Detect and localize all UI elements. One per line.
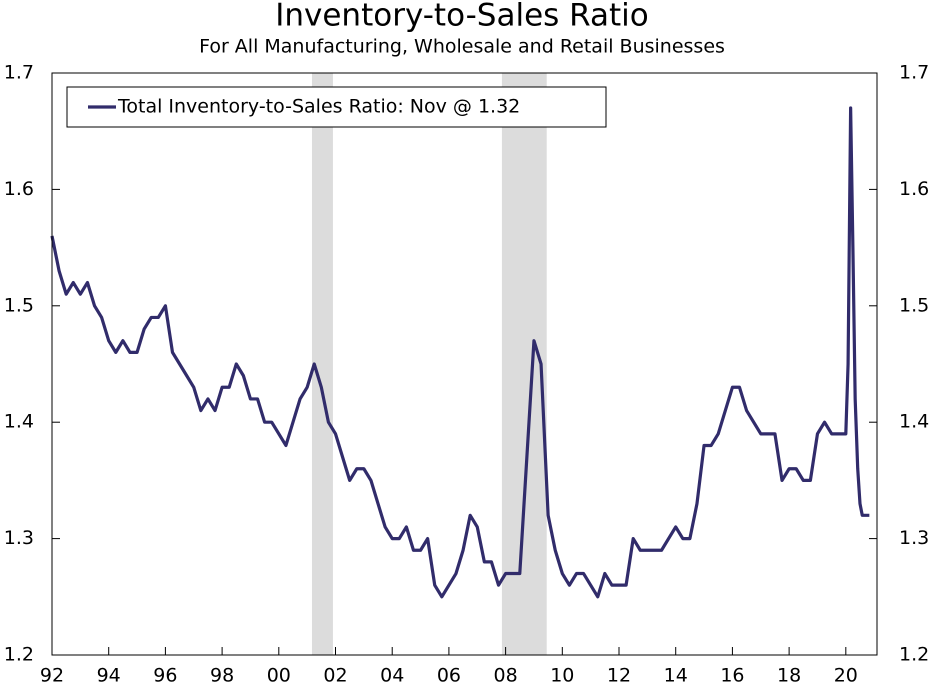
axes-layer: 1.2 1.3 1.4 1.5 1.6 1.7 1.2 1.3 1.4 1.5 1.6 1.7 92 94… (4, 62, 929, 687)
x-tick-label: 18 (777, 665, 801, 687)
y-tick-label: 1.5 (4, 294, 34, 316)
x-tick-label: 96 (153, 665, 177, 687)
y2-tick-label: 1.5 (899, 294, 929, 316)
recession-band (501, 73, 547, 655)
y-tick-label: 1.4 (4, 411, 34, 433)
x-tick-label: 20 (834, 665, 858, 687)
plot-frame (51, 72, 878, 656)
y2-tick-label: 1.4 (899, 411, 929, 433)
y-tick-label: 1.2 (4, 644, 34, 666)
legend: Total Inventory-to-Sales Ratio: Nov @ 1.… (66, 86, 607, 128)
y-tick-label: 1.3 (4, 527, 34, 549)
y-tick-label: 1.6 (4, 178, 34, 200)
chart-subtitle: For All Manufacturing, Wholesale and Ret… (199, 36, 725, 58)
x-tick-label: 00 (267, 665, 291, 687)
x-tick-label: 10 (550, 665, 574, 687)
legend-box (66, 86, 607, 128)
recession-layer (311, 73, 547, 655)
recession-band (311, 73, 333, 655)
x-tick-label: 16 (720, 665, 744, 687)
x-tick-label: 02 (323, 665, 347, 687)
y2-tick-label: 1.3 (899, 527, 929, 549)
x-tick-label: 94 (97, 665, 121, 687)
series-line (50, 106, 870, 599)
y2-tick-label: 1.7 (899, 62, 929, 84)
chart-title: Inventory-to-Sales Ratio (275, 0, 649, 34)
line-layer (50, 106, 870, 599)
x-tick-label: 06 (437, 665, 461, 687)
x-tick-label: 98 (210, 665, 234, 687)
x-tick-label: 12 (607, 665, 631, 687)
x-tick-label: 92 (40, 665, 64, 687)
x-tick-label: 14 (664, 665, 688, 687)
y2-tick-label: 1.2 (899, 644, 929, 666)
y2-tick-label: 1.6 (899, 178, 929, 200)
legend-label: Total Inventory-to-Sales Ratio: Nov @ 1.… (117, 96, 520, 118)
y-tick-label: 1.7 (4, 62, 34, 84)
x-tick-label: 04 (380, 665, 404, 687)
x-tick-label: 08 (494, 665, 518, 687)
